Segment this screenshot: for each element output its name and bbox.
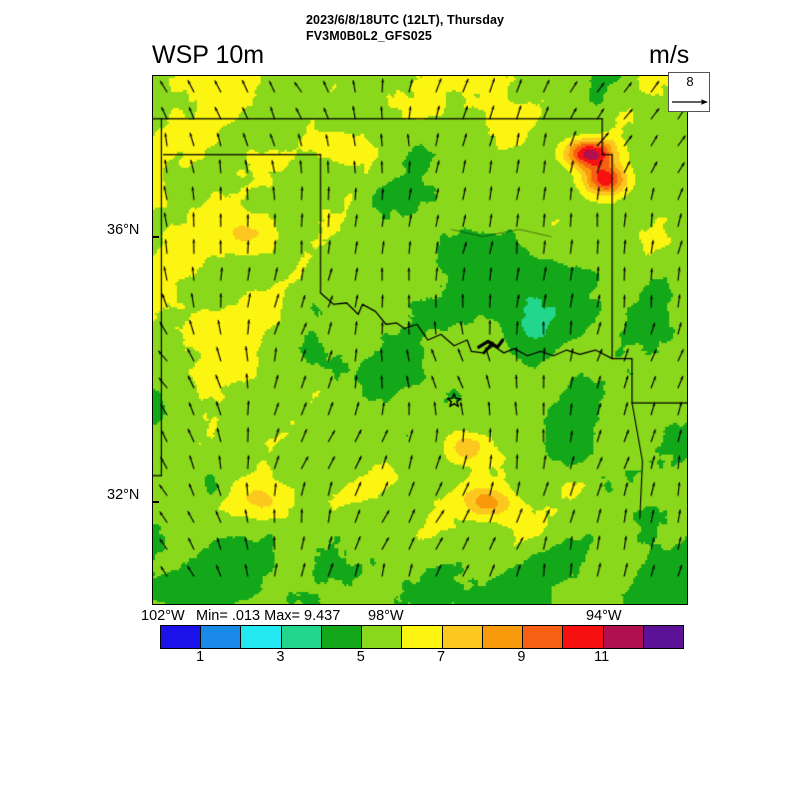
colorbar-segment-0 (161, 626, 202, 648)
colorbar-tick-5: 5 (356, 649, 365, 665)
wind-speed-field-canvas (153, 76, 687, 604)
lon-label-98: 98°W (368, 608, 404, 624)
arrow-right-icon (672, 99, 708, 105)
colorbar (160, 625, 684, 649)
lat-tick-36 (152, 236, 159, 238)
lat-label-36: 36°N (107, 222, 140, 238)
colorbar-segment-8 (482, 626, 524, 648)
colorbar-segment-9 (523, 626, 564, 648)
model-name-label: FV3M0B0L2_GFS025 (306, 29, 432, 43)
colorbar-segment-3 (281, 626, 322, 648)
colorbar-tick-9: 9 (517, 649, 526, 665)
lat-label-32: 32°N (107, 487, 140, 503)
colorbar-tick-labels: 1 3 5 7 9 11 (160, 649, 682, 669)
colorbar-tick-1: 1 (196, 649, 205, 665)
lat-tick-32 (152, 501, 159, 503)
colorbar-segment-5 (362, 626, 403, 648)
colorbar-tick-7: 7 (437, 649, 446, 665)
wind-vector-reference-legend: 8 (668, 72, 710, 112)
colorbar-tick-3: 3 (276, 649, 285, 665)
colorbar-segment-12 (643, 626, 684, 648)
colorbar-segment-2 (241, 626, 282, 648)
colorbar-segment-7 (442, 626, 483, 648)
page-title: WSP 10m (152, 41, 265, 69)
vector-reference-value: 8 (686, 74, 694, 89)
colorbar-segment-11 (603, 626, 644, 648)
colorbar-segment-1 (201, 626, 242, 648)
units-label: m/s (649, 41, 690, 69)
colorbar-segment-6 (402, 626, 443, 648)
lon-label-94: 94°W (586, 608, 622, 624)
min-max-stats-label: Min= .013 Max= 9.437 (196, 608, 341, 624)
colorbar-segment-10 (563, 626, 604, 648)
colorbar-tick-11: 11 (594, 649, 610, 665)
forecast-datetime-label: 2023/6/8/18UTC (12LT), Thursday (306, 13, 505, 27)
lon-label-102: 102°W (141, 608, 185, 624)
colorbar-segment-4 (321, 626, 363, 648)
map-plot-area[interactable] (152, 75, 688, 605)
